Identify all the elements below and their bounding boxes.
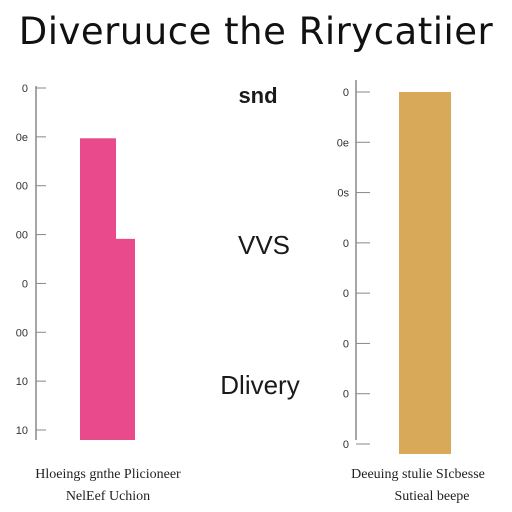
left-tick-label: 00	[16, 230, 28, 242]
right-tick-label: 0	[343, 288, 349, 300]
right-tick-label: 0	[343, 238, 349, 250]
right-tick-label: 0	[343, 338, 349, 350]
left-tick-label: 10	[16, 376, 28, 388]
right-panel: 0 0e 0s 0 0 0 0 0 Deeuing stulie SIcbesse Sutie…	[337, 80, 485, 504]
left-tick-label: 0	[22, 83, 28, 95]
right-tick-label: 0	[343, 389, 349, 401]
right-tick-label: 0e	[337, 137, 349, 149]
left-bar	[80, 138, 116, 441]
right-xlabel-line-1: Deeuing stulie SIcbesse	[351, 467, 485, 482]
right-bar-group	[399, 92, 451, 454]
chart-title: Diveruuce the Rirycatiier	[19, 10, 494, 53]
left-tick-label: 10	[16, 425, 28, 437]
right-tick-label: 0	[343, 439, 349, 451]
right-tick-label: 0s	[337, 188, 349, 200]
right-xlabel-line-2: Sutieal beepe	[394, 489, 469, 504]
left-xlabel-line-2: NelEef Uchion	[66, 489, 150, 504]
left-xlabel-line-1: Hloeings gnthe Plicioneer	[35, 467, 181, 482]
center-label-middle: VVS	[238, 230, 290, 260]
left-tick-label: 0e	[16, 132, 28, 144]
center-label-bottom: Dlivery	[220, 370, 299, 400]
left-bar-group	[80, 138, 135, 441]
center-label-top: snd	[238, 83, 277, 108]
left-bar	[116, 238, 135, 440]
left-tick-label: 00	[16, 181, 28, 193]
right-bar	[399, 92, 451, 454]
left-tick-label: 0	[22, 278, 28, 290]
left-tick-label: 00	[16, 327, 28, 339]
right-tick-label: 0	[343, 87, 349, 99]
center-label-group: snd VVS Dlivery	[220, 83, 299, 400]
right-tick-group: 0 0e 0s 0 0 0 0 0	[337, 87, 370, 451]
